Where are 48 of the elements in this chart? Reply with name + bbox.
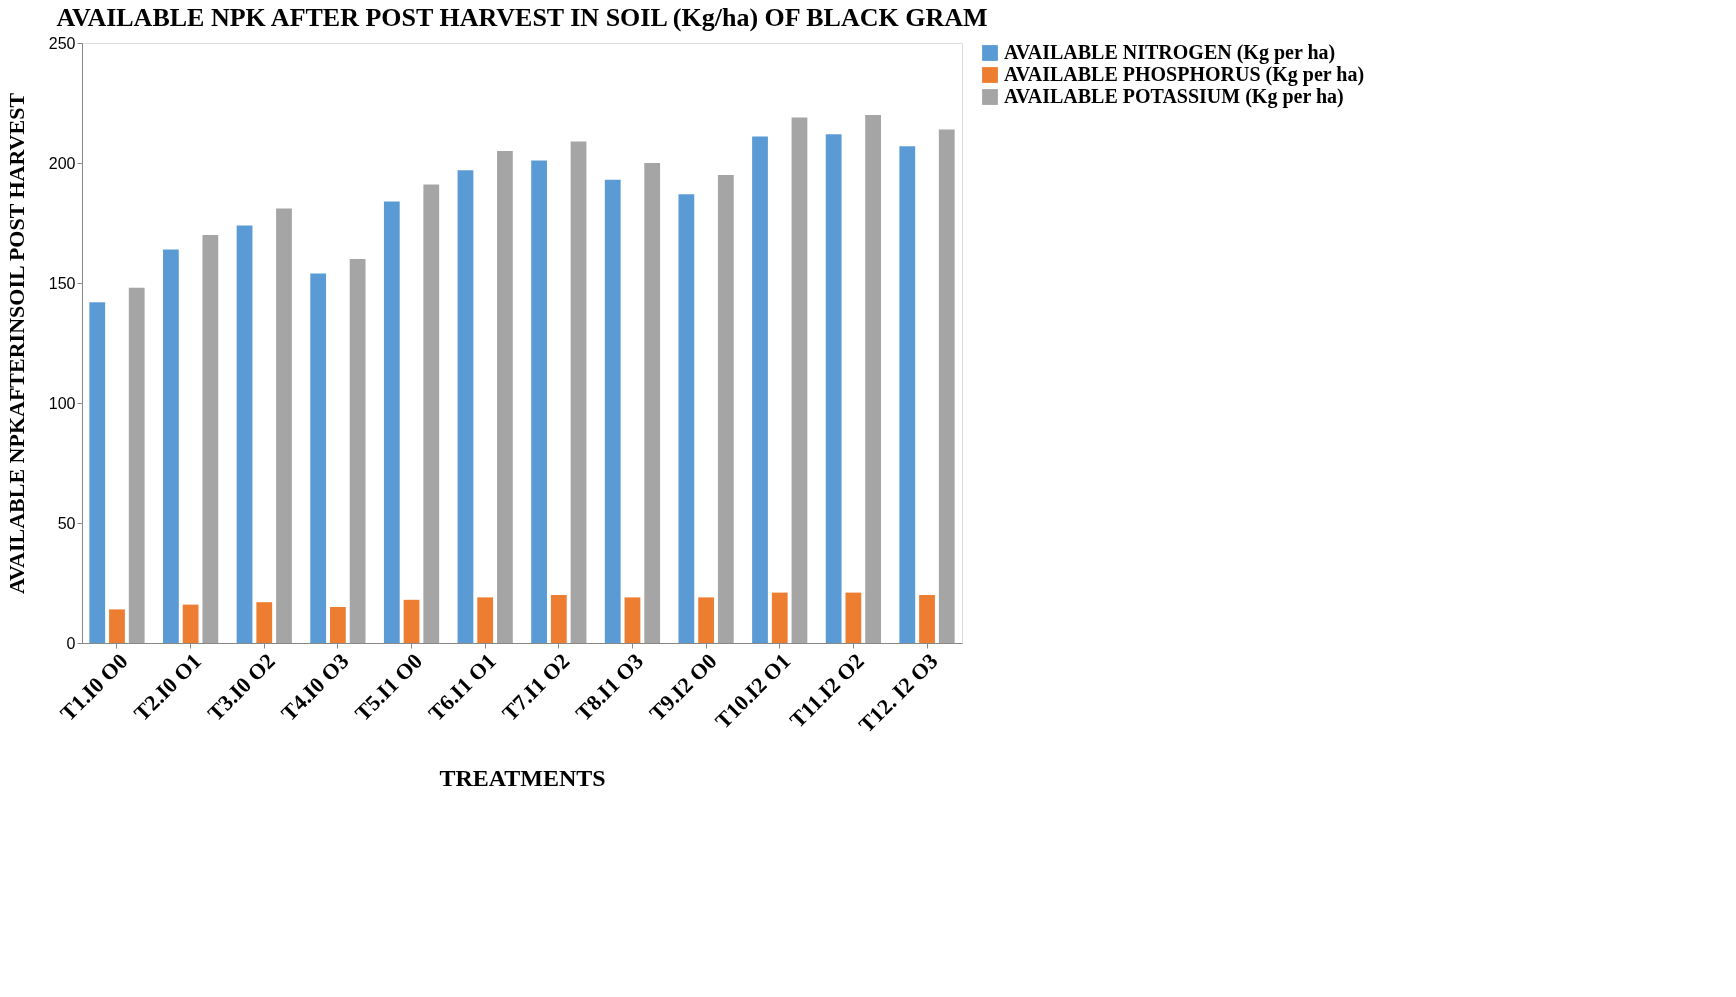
bar — [624, 597, 641, 643]
chart-title: AVAILABLE NPK AFTER POST HARVEST IN SOIL (Kg/ha) OF BLACK GRAM — [56, 3, 988, 32]
bar — [163, 249, 179, 643]
bar — [825, 134, 842, 643]
bar — [570, 141, 587, 643]
bar — [477, 597, 494, 643]
bar — [236, 225, 253, 643]
bar — [919, 595, 935, 643]
bar — [202, 235, 219, 643]
bar — [497, 151, 513, 643]
x-axis-title: TREATMENTS — [439, 764, 606, 791]
bar — [791, 117, 808, 643]
bar — [752, 136, 768, 643]
bar — [717, 175, 734, 643]
legend-label: AVAILABLE POTASSIUM (Kg per ha) — [1004, 85, 1344, 108]
bar — [698, 597, 714, 643]
bar — [845, 592, 862, 643]
y-tick-label: 200 — [48, 154, 76, 172]
bar — [938, 129, 955, 643]
bar — [771, 592, 788, 643]
y-tick-label: 150 — [48, 274, 76, 292]
bar — [383, 201, 400, 643]
bar — [330, 607, 346, 643]
bar — [403, 599, 420, 643]
bar — [678, 194, 695, 643]
bar — [89, 302, 106, 643]
y-tick-label: 50 — [57, 514, 76, 532]
bar — [256, 602, 273, 643]
y-tick-label: 250 — [48, 34, 76, 52]
bar — [276, 208, 292, 643]
bar — [865, 115, 881, 643]
bar — [349, 259, 366, 643]
y-tick-label: 0 — [66, 634, 76, 652]
bar — [550, 595, 567, 643]
bar — [899, 146, 916, 643]
y-axis-title: AVAILABLE NPKAFTERINSOIL POST HARVEST — [3, 92, 29, 595]
bar — [310, 273, 327, 643]
legend-label: AVAILABLE PHOSPHORUS (Kg per ha) — [1004, 63, 1365, 86]
bar — [109, 609, 125, 643]
bar — [182, 604, 199, 643]
bar — [128, 287, 145, 643]
bar — [604, 179, 621, 643]
bar — [644, 163, 661, 643]
y-tick-label: 100 — [48, 394, 76, 412]
bar — [531, 160, 547, 643]
bar — [457, 170, 474, 643]
legend-label: AVAILABLE NITROGEN (Kg per ha) — [1004, 41, 1336, 64]
bar — [423, 184, 440, 643]
